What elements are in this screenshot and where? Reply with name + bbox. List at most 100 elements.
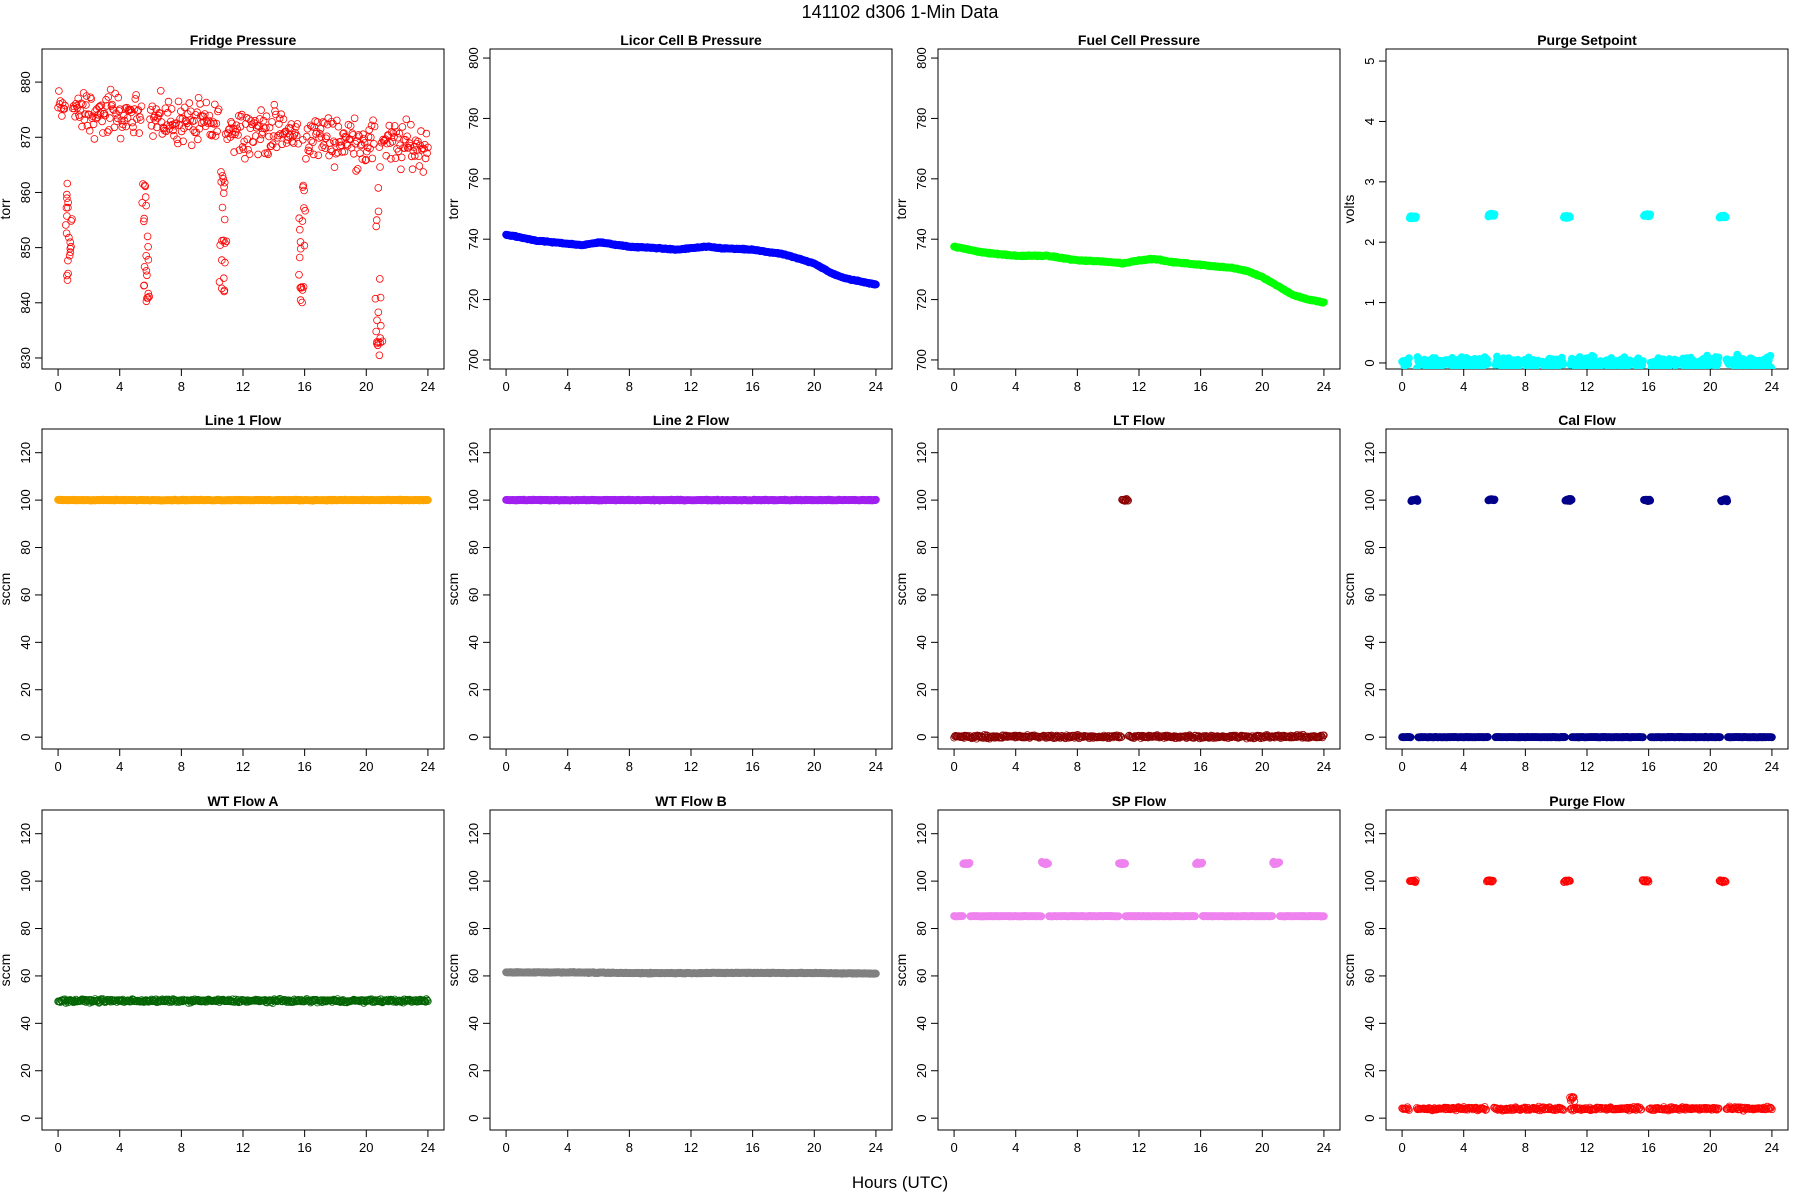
data-point xyxy=(92,114,100,123)
data-point xyxy=(365,126,374,134)
x-tick-label: 12 xyxy=(1132,379,1146,394)
data-point xyxy=(387,128,396,137)
y-axis-label: torr xyxy=(893,198,909,219)
y-tick-label: 40 xyxy=(914,635,929,649)
data-point xyxy=(177,997,186,1005)
data-point xyxy=(422,129,431,138)
panel-title: LT Flow xyxy=(1113,412,1165,428)
data-point xyxy=(220,274,228,283)
x-tick-label: 8 xyxy=(1522,379,1529,394)
y-tick-label: 0 xyxy=(1362,734,1377,741)
y-tick-label: 2 xyxy=(1362,239,1377,246)
data-point xyxy=(220,215,229,224)
data-point xyxy=(1723,497,1732,506)
y-tick-label: 120 xyxy=(466,442,481,464)
data-point xyxy=(157,87,165,95)
data-point xyxy=(1317,731,1325,740)
x-tick-label: 4 xyxy=(116,759,123,774)
y-tick-label: 120 xyxy=(1362,442,1377,464)
data-point xyxy=(144,243,152,251)
data-point xyxy=(376,321,385,330)
y-axis-label: sccm xyxy=(0,954,13,987)
x-tick-label: 0 xyxy=(54,379,61,394)
data-point xyxy=(234,131,242,139)
data-point xyxy=(154,111,163,120)
data-point xyxy=(116,105,124,113)
data-point xyxy=(374,184,383,192)
data-point xyxy=(1646,210,1655,219)
data-point xyxy=(387,155,395,163)
data-point xyxy=(81,110,89,118)
x-tick-label: 20 xyxy=(359,759,373,774)
x-tick-label: 4 xyxy=(1012,759,1019,774)
data-point xyxy=(292,131,301,140)
y-axis-label: torr xyxy=(0,198,13,219)
data-point xyxy=(1490,210,1499,219)
x-tick-label: 24 xyxy=(421,379,435,394)
y-tick-label: 4 xyxy=(1362,118,1377,125)
data-point xyxy=(409,147,418,155)
data-point xyxy=(155,109,164,117)
data-point xyxy=(299,183,307,191)
data-point xyxy=(138,199,147,207)
x-tick-label: 8 xyxy=(626,379,633,394)
data-point xyxy=(190,128,199,137)
data-point xyxy=(403,132,411,141)
data-point xyxy=(356,141,365,150)
y-tick-label: 0 xyxy=(18,1115,33,1122)
data-point xyxy=(298,298,306,307)
data-point xyxy=(179,137,188,146)
data-point xyxy=(220,286,229,295)
x-tick-label: 20 xyxy=(807,1140,821,1155)
data-point xyxy=(99,129,107,137)
data-point xyxy=(213,127,221,136)
x-tick-label: 16 xyxy=(1193,759,1207,774)
data-point xyxy=(246,124,255,132)
data-point xyxy=(261,124,270,132)
data-point xyxy=(375,143,384,151)
data-point xyxy=(315,129,324,138)
y-tick-label: 720 xyxy=(466,289,481,311)
data-point xyxy=(1320,298,1328,307)
data-point xyxy=(264,150,272,159)
data-point xyxy=(153,123,161,132)
x-tick-label: 8 xyxy=(178,1140,185,1155)
data-point xyxy=(307,136,316,145)
data-point xyxy=(263,149,272,157)
data-point xyxy=(267,142,276,150)
y-tick-label: 830 xyxy=(18,347,33,369)
data-point xyxy=(1490,495,1499,504)
x-tick-label: 24 xyxy=(1765,759,1779,774)
data-point xyxy=(296,283,305,292)
y-tick-label: 80 xyxy=(18,540,33,554)
y-tick-label: 120 xyxy=(18,823,33,845)
y-tick-label: 60 xyxy=(1362,588,1377,602)
data-point xyxy=(136,116,145,124)
y-tick-label: 20 xyxy=(914,683,929,697)
data-point xyxy=(136,113,144,121)
data-point xyxy=(78,122,86,131)
data-point xyxy=(1559,360,1568,369)
data-point xyxy=(239,145,248,153)
y-tick-label: 800 xyxy=(914,47,929,69)
data-point xyxy=(141,193,150,201)
data-point xyxy=(101,111,109,120)
data-point xyxy=(338,148,347,156)
data-point xyxy=(226,133,235,141)
data-point xyxy=(296,244,305,253)
data-point xyxy=(359,135,368,143)
data-point xyxy=(220,183,228,191)
data-point xyxy=(161,104,170,113)
data-point xyxy=(217,178,226,186)
data-point xyxy=(148,102,157,111)
x-tick-label: 24 xyxy=(869,1140,883,1155)
panel-title: Fuel Cell Pressure xyxy=(1078,32,1200,48)
data-point xyxy=(63,194,71,203)
y-tick-label: 120 xyxy=(466,823,481,845)
y-tick-label: 100 xyxy=(1362,489,1377,511)
data-point xyxy=(54,103,62,112)
x-tick-label: 0 xyxy=(54,1140,61,1155)
